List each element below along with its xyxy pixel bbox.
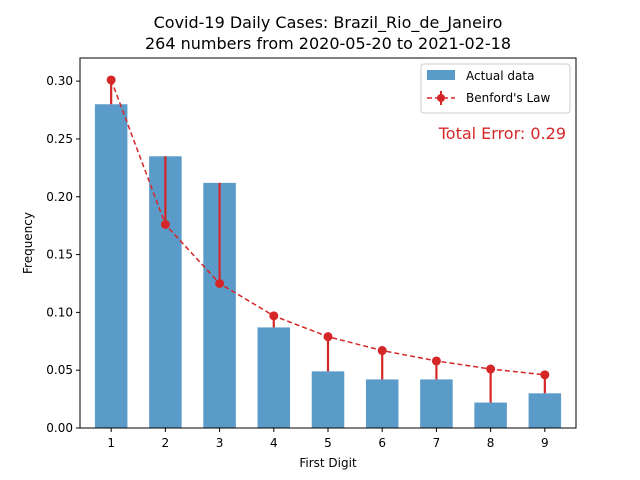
x-axis: 1 2 3 4 5 6 7 8 9 xyxy=(107,428,549,450)
chart-title-line1: Covid-19 Daily Cases: Brazil_Rio_de_Jane… xyxy=(154,13,503,33)
legend-swatch-benford-marker xyxy=(437,94,445,102)
y-tick-label-1: 0.05 xyxy=(46,363,73,377)
x-tick-label-6: 6 xyxy=(378,436,386,450)
y-tick-label-4: 0.20 xyxy=(46,190,73,204)
legend-label-actual: Actual data xyxy=(466,69,534,83)
chart-title-line2: 264 numbers from 2020-05-20 to 2021-02-1… xyxy=(145,34,511,53)
legend-swatch-actual xyxy=(427,70,455,80)
benford-point-2 xyxy=(160,220,170,229)
x-tick-label-9: 9 xyxy=(541,436,549,450)
y-tick-label-0: 0.00 xyxy=(46,421,73,435)
benford-point-8 xyxy=(486,364,496,374)
legend-box xyxy=(420,63,571,114)
y-tick-label-5: 0.25 xyxy=(46,132,73,146)
actual-bar-8 xyxy=(474,402,507,428)
benford-line-series xyxy=(106,75,550,380)
actual-bar-4 xyxy=(257,327,291,428)
legend-label-benford: Benford's Law xyxy=(466,91,551,105)
x-tick-label-7: 7 xyxy=(433,436,441,450)
benford-point-3 xyxy=(215,278,225,288)
benford-point-1 xyxy=(106,75,116,85)
benford-point-9 xyxy=(540,370,550,380)
actual-bar-6 xyxy=(365,379,399,428)
actual-bar-1 xyxy=(94,104,128,428)
y-axis: 0.00 0.05 0.10 0.15 0.20 0.25 0.30 xyxy=(46,74,80,435)
y-tick-label-2: 0.10 xyxy=(46,305,73,319)
total-error-annotation: Total Error: 0.29 xyxy=(438,124,566,143)
y-axis-label: Frequency xyxy=(21,212,35,274)
y-tick-label-6: 0.30 xyxy=(46,74,73,88)
actual-bar-5 xyxy=(311,371,345,428)
actual-bar-7 xyxy=(420,379,453,428)
benford-point-4 xyxy=(269,311,279,321)
x-tick-label-4: 4 xyxy=(270,436,278,450)
actual-bar-9 xyxy=(528,393,562,428)
x-tick-label-2: 2 xyxy=(162,436,170,450)
x-tick-label-1: 1 xyxy=(107,436,115,450)
x-tick-label-3: 3 xyxy=(216,436,224,450)
legend: Actual data Benford's Law xyxy=(420,63,571,114)
benford-point-5 xyxy=(323,332,333,342)
x-tick-label-5: 5 xyxy=(324,436,332,450)
benford-point-6 xyxy=(377,346,387,356)
x-axis-label: First Digit xyxy=(299,456,357,470)
benford-point-7 xyxy=(431,356,441,366)
x-tick-label-8: 8 xyxy=(487,436,495,450)
y-tick-label-3: 0.15 xyxy=(46,248,73,262)
actual-data-bars xyxy=(94,104,562,428)
